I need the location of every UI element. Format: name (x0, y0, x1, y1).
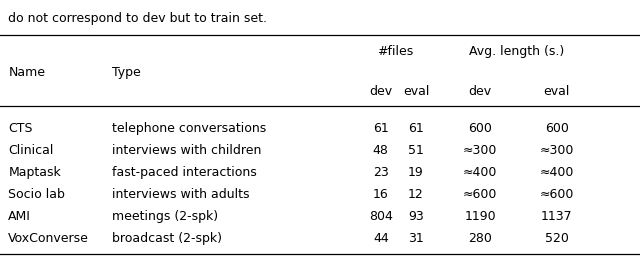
Text: Avg. length (s.): Avg. length (s.) (470, 45, 564, 58)
Text: 31: 31 (408, 232, 424, 245)
Text: 93: 93 (408, 210, 424, 223)
Text: 19: 19 (408, 166, 424, 179)
Text: 61: 61 (408, 122, 424, 135)
Text: 600: 600 (468, 122, 492, 135)
Text: ≈300: ≈300 (463, 144, 497, 157)
Text: 1190: 1190 (464, 210, 496, 223)
Text: 12: 12 (408, 188, 424, 201)
Text: CTS: CTS (8, 122, 33, 135)
Text: meetings (2-spk): meetings (2-spk) (112, 210, 218, 223)
Text: dev: dev (369, 85, 392, 98)
Text: Clinical: Clinical (8, 144, 54, 157)
Text: ≈600: ≈600 (540, 188, 574, 201)
Text: dev: dev (468, 85, 492, 98)
Text: 44: 44 (373, 232, 388, 245)
Text: interviews with adults: interviews with adults (112, 188, 250, 201)
Text: telephone conversations: telephone conversations (112, 122, 266, 135)
Text: Type: Type (112, 66, 141, 79)
Text: 51: 51 (408, 144, 424, 157)
Text: Socio lab: Socio lab (8, 188, 65, 201)
Text: interviews with children: interviews with children (112, 144, 261, 157)
Text: 23: 23 (373, 166, 388, 179)
Text: eval: eval (403, 85, 429, 98)
Text: 16: 16 (373, 188, 388, 201)
Text: 600: 600 (545, 122, 569, 135)
Text: 804: 804 (369, 210, 393, 223)
Text: broadcast (2-spk): broadcast (2-spk) (112, 232, 222, 245)
Text: ≈600: ≈600 (463, 188, 497, 201)
Text: VoxConverse: VoxConverse (8, 232, 89, 245)
Text: do not correspond to dev but to train set.: do not correspond to dev but to train se… (8, 12, 268, 25)
Text: fast-paced interactions: fast-paced interactions (112, 166, 257, 179)
Text: Maptask: Maptask (8, 166, 61, 179)
Text: 280: 280 (468, 232, 492, 245)
Text: 48: 48 (373, 144, 388, 157)
Text: ≈300: ≈300 (540, 144, 574, 157)
Text: ≈400: ≈400 (540, 166, 574, 179)
Text: ≈400: ≈400 (463, 166, 497, 179)
Text: AMI: AMI (8, 210, 31, 223)
Text: #files: #files (378, 45, 413, 58)
Text: 1137: 1137 (541, 210, 573, 223)
Text: 61: 61 (373, 122, 388, 135)
Text: 520: 520 (545, 232, 569, 245)
Text: Name: Name (8, 66, 45, 79)
Text: eval: eval (543, 85, 570, 98)
